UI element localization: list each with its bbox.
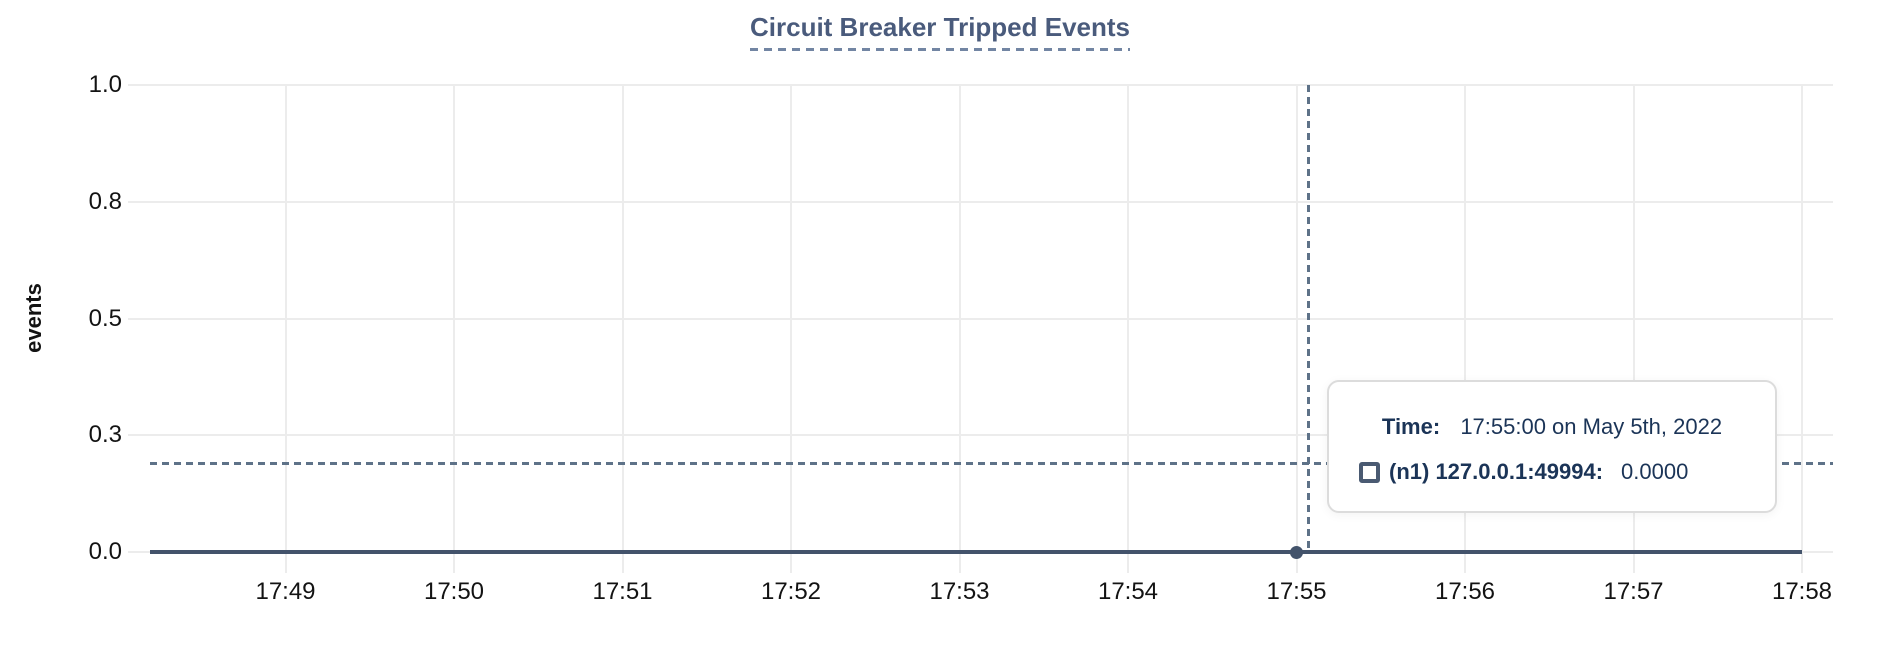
gridline-x-17:51 [621,85,624,552]
y-tick-label: 0.3 [88,421,122,449]
gridline-x-17:49 [284,85,287,552]
x-tick-17:58 [1801,552,1803,573]
tooltip-series-label: (n1) 127.0.0.1:49994: [1389,459,1604,484]
y-tick-1.0 [128,84,150,86]
y-axis: 0.0 0.3 0.5 0.8 1.0 [0,71,150,565]
x-tick-17:53 [958,552,961,573]
x-tick-17:51 [621,552,624,573]
x-tick-17:56 [1464,552,1466,573]
x-tick-17:49 [284,552,287,573]
gridline-y-1.0 [150,84,1833,86]
x-tick-label: 17:52 [760,578,822,605]
x-tick-17:52 [790,552,792,573]
series-marker-icon [1359,461,1380,483]
gridline-x-17:58 [1801,85,1803,552]
tooltip-series-value: 0.0000 [1621,459,1689,484]
y-tick-0.5 [128,317,150,320]
chart-title[interactable]: Circuit Breaker Tripped Events [749,12,1131,51]
chart-header: Circuit Breaker Tripped Events [0,12,1880,51]
gridline-x-17:53 [958,85,961,552]
gridline-x-17:54 [1127,85,1129,552]
plot-area[interactable] [150,84,1833,559]
series-line [150,550,1802,554]
x-tick-label: 17:53 [929,578,990,605]
y-tick-label: 0.8 [88,187,122,215]
x-tick-label: 17:56 [1434,578,1496,605]
gridline-x-17:57 [1632,85,1635,552]
gridline-x-17:52 [790,85,792,552]
x-tick-label: 17:57 [1603,578,1664,605]
gridline-x-17:56 [1464,85,1466,552]
y-tick-0.0 [128,551,150,553]
cursor-horizontal-line [150,461,1833,465]
x-tick-label: 17:51 [592,578,653,605]
gridline-y-0.5 [150,317,1833,320]
x-tick-label: 17:49 [255,578,316,605]
cursor-vertical-line [1306,85,1310,552]
tooltip-series-row: (n1) 127.0.0.1:49994: 0.0000 [1329,459,1775,485]
x-tick-17:54 [1127,552,1129,573]
gridline-y-0.8 [150,200,1833,203]
x-tick-label: 17:54 [1097,578,1159,605]
y-tick-0.3 [128,434,150,437]
tooltip: Time: 17:55:00 on May 5th, 2022 (n1) 127… [1327,380,1777,513]
y-tick-label: 0.0 [88,538,122,565]
hovered-point-marker [1290,545,1303,559]
tooltip-time-label: Time: [1381,414,1441,439]
y-tick-label: 1.0 [88,71,122,98]
y-tick-label: 0.5 [88,304,122,332]
tooltip-time-row: Time: 17:55:00 on May 5th, 2022 [1329,414,1775,440]
gridline-x-17:50 [453,85,455,552]
x-tick-label: 17:55 [1266,578,1327,605]
gridline-x-17:55 [1295,85,1298,552]
x-tick-label: 17:50 [423,578,485,605]
x-tick-17:57 [1632,552,1635,573]
gridline-y-0.3 [150,434,1833,437]
x-axis: 17:49 17:50 17:51 17:52 17:53 17:54 17:55 17:56… [150,552,1833,632]
x-tick-label: 17:58 [1771,578,1833,605]
x-tick-17:55 [1295,552,1298,573]
tooltip-time-value: 17:55:00 on May 5th, 2022 [1460,414,1723,439]
y-tick-0.8 [128,200,150,203]
x-tick-17:50 [453,552,455,573]
